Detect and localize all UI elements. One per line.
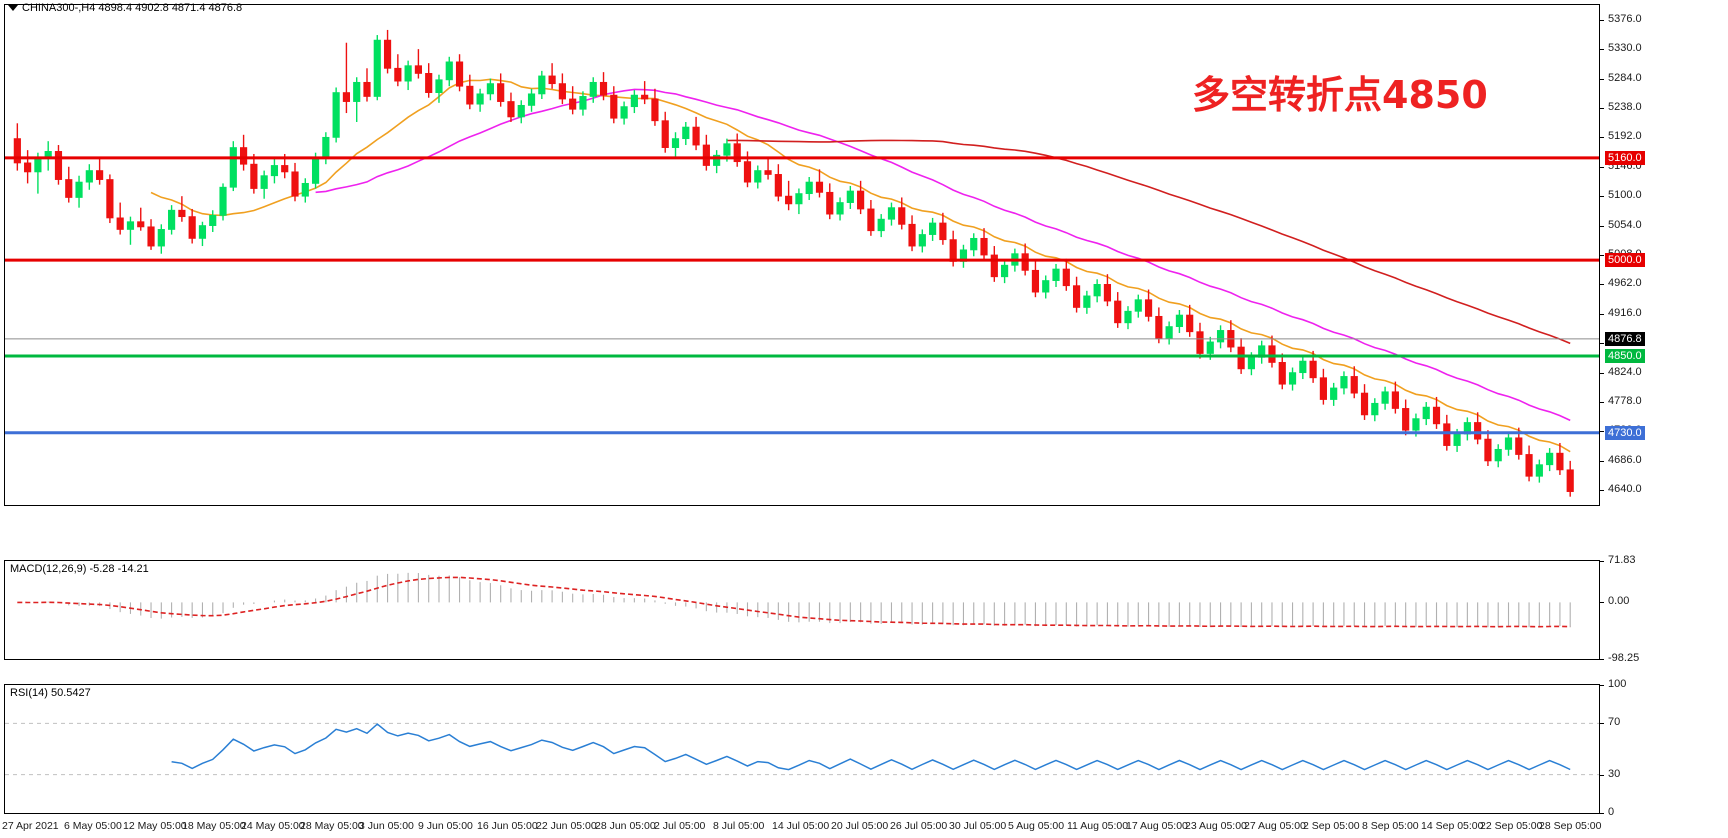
price-axis-label: 5376.0 <box>1608 12 1642 25</box>
current-price-4876[interactable]: 4876.8 <box>1605 331 1645 346</box>
macd-axis-label: 0.00 <box>1608 595 1630 608</box>
date-axis-label: 11 Aug 05:00 <box>1067 820 1129 832</box>
price-axis-label: 5238.0 <box>1608 100 1642 113</box>
support-level-4730[interactable]: 4730.0 <box>1605 425 1645 440</box>
price-axis-label: 4824.0 <box>1608 365 1642 378</box>
price-axis-label: 4640.0 <box>1608 483 1642 496</box>
triangle-down-icon[interactable] <box>8 5 18 11</box>
rsi-axis-label: 30 <box>1608 767 1621 780</box>
resistance-level-5000[interactable]: 5000.0 <box>1605 253 1645 268</box>
rsi-axis-label: 70 <box>1608 716 1621 729</box>
date-axis-label: 2 Jul 05:00 <box>654 820 706 832</box>
price-axis-label: 5192.0 <box>1608 130 1642 143</box>
rsi-label: RSI(14) 50.5427 <box>10 687 91 699</box>
date-axis-label: 28 May 05:00 <box>300 820 364 832</box>
price-tick <box>1600 490 1604 492</box>
rsi-axis-label: 100 <box>1608 678 1627 690</box>
date-axis-label: 30 Jul 05:00 <box>949 820 1007 832</box>
macd-tick <box>1600 561 1604 562</box>
price-axis-label: 4686.0 <box>1608 453 1642 466</box>
price-tick <box>1600 107 1604 109</box>
resistance-level-5160[interactable]: 5160.0 <box>1605 150 1645 165</box>
price-tick <box>1600 19 1604 21</box>
date-axis-label: 5 Aug 05:00 <box>1008 820 1065 832</box>
date-axis-label: 28 Sep 05:00 <box>1539 820 1602 832</box>
rsi-tick <box>1600 774 1604 776</box>
price-tick <box>1600 137 1604 139</box>
price-tick <box>1600 78 1604 80</box>
price-tick <box>1600 431 1604 433</box>
macd-label: MACD(12,26,9) -5.28 -14.21 <box>10 563 149 575</box>
date-axis-label: 2 Sep 05:00 <box>1303 820 1360 832</box>
price-axis-label: 5284.0 <box>1608 71 1642 84</box>
price-panel[interactable] <box>4 4 1600 506</box>
pivot-level-4850[interactable]: 4850.0 <box>1605 349 1645 364</box>
date-axis-label: 14 Jul 05:00 <box>772 820 830 832</box>
macd-axis-label: -98.25 <box>1608 652 1640 664</box>
price-axis-label: 4916.0 <box>1608 306 1642 319</box>
price-axis-label: 5330.0 <box>1608 42 1642 55</box>
price-tick <box>1600 402 1604 404</box>
price-tick <box>1600 255 1604 256</box>
rsi-tick <box>1600 723 1604 725</box>
date-axis[interactable]: 27 Apr 2021 6 May 05:00 12 May 05:00 18 May… <box>0 819 1728 837</box>
price-tick <box>1600 166 1604 168</box>
date-axis-label: 23 Aug 05:00 <box>1185 820 1247 832</box>
price-tick <box>1600 372 1604 374</box>
price-axis-label: 5054.0 <box>1608 218 1642 231</box>
price-tick <box>1600 343 1604 345</box>
date-axis-label: 22 Jun 05:00 <box>536 820 597 832</box>
date-axis-label: 26 Jul 05:00 <box>890 820 948 832</box>
date-axis-label: 14 Sep 05:00 <box>1421 820 1484 832</box>
date-axis-label: 22 Sep 05:00 <box>1480 820 1543 832</box>
rsi-tick <box>1600 685 1604 686</box>
price-tick <box>1600 49 1604 51</box>
date-axis-label: 27 Apr 2021 <box>2 820 59 832</box>
date-axis-label: 8 Jul 05:00 <box>713 820 765 832</box>
price-tick <box>1600 460 1604 462</box>
price-axis-label: 4962.0 <box>1608 277 1642 290</box>
macd-tick <box>1600 602 1604 604</box>
price-tick <box>1600 313 1604 315</box>
date-axis-label: 8 Sep 05:00 <box>1362 820 1419 832</box>
date-axis-label: 3 Jun 05:00 <box>359 820 414 832</box>
date-axis-label: 12 May 05:00 <box>123 820 187 832</box>
date-axis-label: 18 May 05:00 <box>182 820 246 832</box>
price-tick <box>1600 196 1604 198</box>
rsi-tick <box>1600 813 1604 814</box>
date-axis-label: 17 Aug 05:00 <box>1126 820 1188 832</box>
rsi-panel[interactable] <box>4 684 1600 814</box>
price-tick <box>1600 225 1604 227</box>
chart-annotation: 多空转折点4850 <box>1192 73 1488 117</box>
date-axis-label: 24 May 05:00 <box>241 820 305 832</box>
date-axis-label: 6 May 05:00 <box>64 820 122 832</box>
date-axis-label: 16 Jun 05:00 <box>477 820 538 832</box>
macd-tick <box>1600 659 1604 660</box>
price-axis-label: 4778.0 <box>1608 395 1642 408</box>
date-axis-label: 20 Jul 05:00 <box>831 820 889 832</box>
date-axis-label: 28 Jun 05:00 <box>595 820 656 832</box>
symbol-header: CHINA300-,H4 4898.4 4902.8 4871.4 4876.8 <box>22 2 243 14</box>
date-axis-label: 9 Jun 05:00 <box>418 820 473 832</box>
date-axis-label: 27 Aug 05:00 <box>1244 820 1306 832</box>
macd-axis-label: 71.83 <box>1608 554 1636 566</box>
price-tick <box>1600 284 1604 286</box>
price-axis-label: 5100.0 <box>1608 189 1642 202</box>
rsi-axis-label: 0 <box>1608 806 1615 818</box>
